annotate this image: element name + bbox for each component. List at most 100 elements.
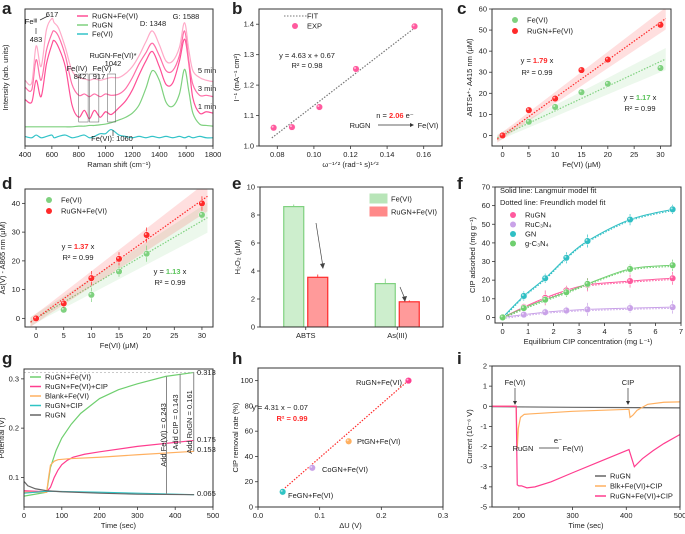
annotation: Fe(VI): 1060: [91, 134, 133, 143]
data-point: [270, 124, 278, 132]
annotation: RuGN: [513, 444, 534, 453]
annotation: 483: [30, 35, 43, 44]
annotation: y = 1.37 x: [62, 242, 95, 251]
data-point-highlight: [564, 308, 567, 311]
data-point-highlight: [553, 96, 556, 99]
y-tick-label: 20: [12, 256, 20, 265]
annotation: 0.065: [197, 489, 216, 498]
x-tick-label: 200: [93, 511, 106, 520]
data-point-highlight: [500, 133, 503, 136]
legend-label: RuGN+CIP: [45, 401, 83, 410]
annotation: y = 1.17 x: [624, 93, 657, 102]
legend-marker: [512, 28, 518, 34]
data-point-highlight: [500, 315, 503, 318]
y-axis-label: Potential (V): [0, 417, 6, 459]
data-point: [551, 103, 559, 111]
annotation: R² = 0.99: [624, 104, 655, 113]
annotation: G: 1588: [173, 12, 200, 21]
legend-label: Fe(VI): [391, 195, 412, 204]
x-axis-label: Time (sec): [101, 521, 137, 530]
legend-item: RuGN+Fe(VI): [369, 206, 438, 217]
annotation: Fe(V): [93, 64, 112, 73]
y-axis-label: CIP removal rate (%): [231, 402, 240, 472]
data-point-highlight: [553, 105, 556, 108]
y-tick-label: 20: [482, 276, 490, 285]
legend-label: RuGN: [45, 411, 66, 420]
data-point-highlight: [579, 90, 582, 93]
panel-b-koutecky-levich: b 0.08 0.10 0.12 0.14 0.16 1.0 1.1 1.2 1.3 1.4 ω⁻¹ᐟ…: [230, 0, 460, 179]
chart-d: d 0 5 10 15 20 25 30 0 10 20 30 40 Fe(VI) (μM) As(V) -…: [0, 174, 214, 350]
text-part: y =: [624, 93, 636, 102]
text-part: x: [89, 242, 95, 251]
data-point: [562, 288, 570, 296]
data-point: [577, 88, 586, 96]
data-point: [288, 123, 296, 131]
y-tick-label: -5: [480, 503, 487, 512]
panel-label: g: [2, 349, 12, 368]
legend-marker: [510, 212, 516, 218]
data-point-highlight: [61, 307, 64, 310]
x-axis-label: Fe(VI) (μM): [562, 160, 601, 169]
annotation: 1042: [105, 59, 122, 68]
data-point: [669, 274, 677, 282]
series-rugn-line: [492, 406, 680, 409]
annotation: e⁻: [554, 436, 562, 445]
data-point-highlight: [280, 489, 283, 492]
legend-item: FIT: [284, 12, 319, 21]
legend-item: Fe(VI): [77, 30, 113, 39]
legend-marker: [46, 208, 52, 214]
data-point: [577, 66, 586, 74]
data-point: [404, 377, 413, 385]
plot-area: [24, 371, 195, 497]
x-tick-label: 3: [577, 327, 581, 336]
legend-item: Blk+Fe(VI)+CIP: [595, 482, 663, 491]
x-tick-label: 20: [604, 150, 612, 159]
series-rugn-line: [24, 480, 195, 496]
x-tick-label: 300: [566, 511, 579, 520]
data-point: [562, 306, 570, 315]
data-point: [583, 237, 592, 245]
data-point: [541, 308, 549, 316]
legend-marker: [510, 221, 516, 228]
bar-rugn-fe-vi-: [398, 301, 420, 327]
legend-item: EXP: [292, 22, 322, 31]
x-axis-label: Fe(VI) (μM): [100, 341, 139, 350]
category-label: ABTS: [296, 331, 316, 340]
arrowhead-icon: [513, 401, 517, 405]
annotation: R² = 0.99: [154, 278, 185, 287]
data-point: [411, 22, 419, 30]
legend-marker: [510, 240, 516, 247]
panel-label: c: [457, 0, 466, 18]
data-point: [626, 265, 634, 273]
y-tick-label: 10: [479, 110, 487, 119]
legend-label: RuGN+Fe(VI)+CIP: [45, 382, 108, 391]
x-tick-label: 6: [653, 327, 657, 336]
annotation: 617: [46, 10, 59, 19]
y-tick-label: 1.2: [244, 81, 254, 90]
y-tick-label: 0.2: [9, 424, 19, 433]
data-point: [541, 274, 549, 282]
legend-label: EXP: [307, 22, 322, 31]
arrowhead-icon: [410, 123, 414, 127]
highlighted-value: 1.79: [533, 56, 548, 65]
x-tick-label: 800: [72, 150, 85, 159]
plot-frame: [257, 367, 444, 508]
annotation: RuGN-Fe(VI)*: [89, 51, 136, 60]
data-point-highlight: [89, 292, 92, 295]
y-tick-label: 0.3: [9, 374, 19, 383]
data-point: [562, 254, 570, 262]
peak-box: [78, 73, 89, 123]
data-point: [525, 118, 533, 126]
data-point-highlight: [628, 217, 631, 220]
data-point-highlight: [585, 239, 588, 242]
annotation: R² = 0.99: [276, 414, 307, 423]
y-tick-label: 30: [12, 228, 20, 237]
legend-item: Blank+Fe(VI): [30, 392, 89, 401]
bar-fe-vi-: [374, 282, 396, 327]
x-tick-label: 500: [674, 511, 685, 520]
series-fit: [282, 379, 409, 491]
x-tick-label: 1600: [178, 150, 195, 159]
y-tick-label: 80: [245, 401, 253, 410]
y-axis-label: Intensity (arb. units): [1, 44, 10, 110]
arrowhead-icon: [626, 401, 630, 405]
